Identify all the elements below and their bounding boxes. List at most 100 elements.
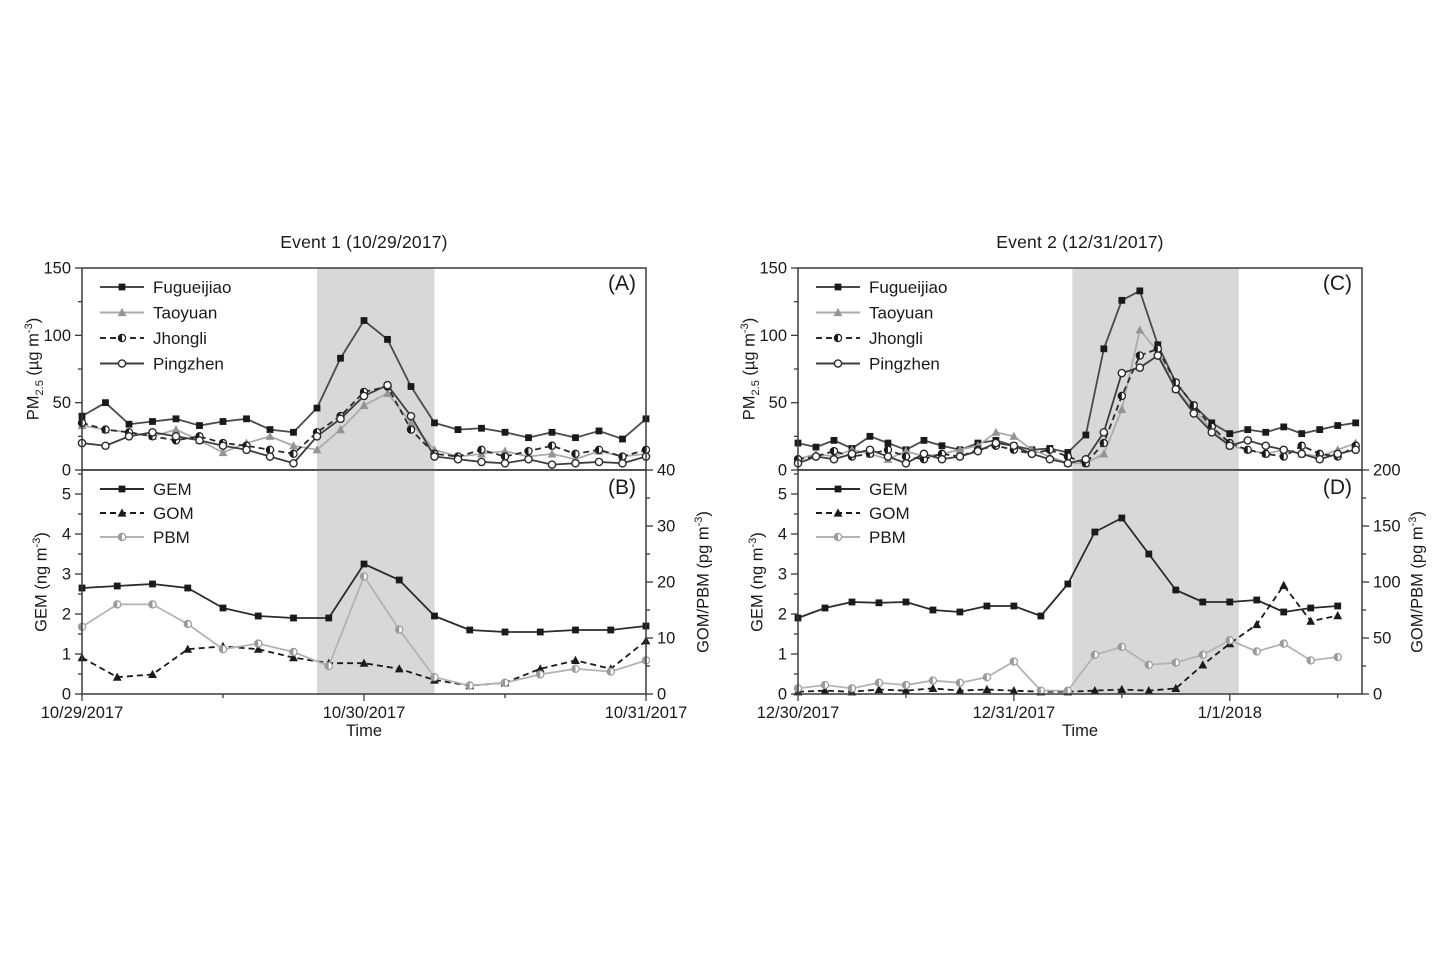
x-tick-label: 12/30/2017 bbox=[757, 704, 840, 722]
gom-pbm-axis-label-right: GOM/PBM (pg m-3) bbox=[1407, 511, 1427, 653]
y-tick-label: 150 bbox=[43, 260, 71, 278]
series-marker-fugueijiao bbox=[866, 432, 874, 440]
series-marker-gem bbox=[848, 598, 856, 606]
series-marker-gem bbox=[929, 606, 937, 614]
series-marker-fugueijiao bbox=[1082, 431, 1090, 439]
series-marker-taoyuan bbox=[218, 447, 228, 457]
series-marker-pbm bbox=[78, 623, 82, 631]
legend-label: Fugueijiao bbox=[869, 278, 947, 297]
series-marker-gom bbox=[394, 664, 404, 673]
series-marker-pingzhen bbox=[547, 460, 557, 469]
right-y-tick-label: 100 bbox=[1373, 574, 1401, 592]
event2-title: Event 2 (12/31/2017) bbox=[996, 232, 1164, 252]
series-pingzhen bbox=[77, 380, 651, 469]
series-marker-taoyuan bbox=[1009, 431, 1019, 440]
series-marker-gom bbox=[253, 644, 263, 653]
series-marker-fugueijiao bbox=[920, 436, 928, 444]
series-marker-gom bbox=[1279, 580, 1289, 589]
legend: GEM GOM PBM bbox=[816, 480, 910, 547]
y-tick-label: 5 bbox=[778, 486, 787, 504]
y-tick-label: 50 bbox=[769, 394, 787, 412]
series-marker-jhongli bbox=[477, 446, 482, 454]
series-marker-pingzhen bbox=[955, 452, 965, 461]
legend-label: Taoyuan bbox=[153, 304, 217, 323]
series-marker-jhongli bbox=[618, 452, 623, 461]
x-tick-label: 1/1/2018 bbox=[1198, 704, 1262, 722]
series-marker-pingzhen bbox=[1027, 449, 1037, 459]
series-marker-jhongli bbox=[1280, 452, 1284, 461]
series-marker-gem bbox=[254, 612, 262, 620]
y-tick-label: 3 bbox=[778, 566, 787, 584]
series-marker-jhongli bbox=[1136, 351, 1140, 360]
series-marker-fugueijiao bbox=[1226, 430, 1234, 438]
series-marker-gom bbox=[1144, 686, 1154, 695]
series-marker-fugueijiao bbox=[812, 443, 820, 451]
series-marker-jhongli bbox=[101, 426, 106, 434]
series-marker-taoyuan bbox=[547, 449, 557, 458]
series-marker-fugueijiao bbox=[102, 399, 109, 407]
series-marker-fugueijiao bbox=[525, 434, 532, 442]
series-marker-pingzhen bbox=[477, 457, 486, 467]
series-marker-pbm bbox=[1037, 687, 1041, 695]
series-marker-pbm bbox=[1172, 659, 1176, 667]
series-marker-pbm bbox=[1226, 636, 1230, 644]
right-y-tick-label: 40 bbox=[657, 462, 675, 480]
series-marker-gom bbox=[1252, 619, 1262, 629]
series-marker-gem bbox=[219, 604, 227, 612]
series-marker-fugueijiao bbox=[548, 428, 556, 436]
series-marker-fugueijiao bbox=[360, 317, 368, 324]
series-marker-gom bbox=[571, 655, 580, 664]
series-marker-gem bbox=[1334, 602, 1342, 610]
event-shaded-region bbox=[1072, 268, 1239, 470]
series-marker-gom bbox=[1306, 616, 1316, 625]
series-marker-pingzhen bbox=[1153, 351, 1163, 360]
series-marker-pingzhen bbox=[973, 446, 983, 456]
series-marker-pingzhen bbox=[811, 452, 821, 461]
y-tick-label: 0 bbox=[62, 686, 71, 704]
legend-item-jhongli: Jhongli bbox=[100, 329, 207, 348]
series-marker-pingzhen bbox=[195, 436, 204, 445]
legend-label: PBM bbox=[869, 528, 906, 547]
series-marker-gem bbox=[1064, 580, 1072, 588]
series-marker-pingzhen bbox=[406, 411, 416, 421]
series-marker-pbm bbox=[148, 600, 153, 608]
y-tick-label: 150 bbox=[759, 260, 787, 278]
series-marker-gem bbox=[821, 604, 829, 612]
y-tick-label: 0 bbox=[778, 462, 787, 480]
series-marker-pingzhen bbox=[1351, 445, 1361, 455]
series-marker-gom bbox=[112, 672, 122, 681]
series-marker-jhongli bbox=[1244, 446, 1248, 454]
series-marker-fugueijiao bbox=[830, 436, 838, 444]
series-marker-fugueijiao bbox=[619, 435, 626, 443]
panel-label-a: (A) bbox=[608, 272, 636, 295]
series-marker-jhongli bbox=[1064, 452, 1068, 461]
legend-label: GOM bbox=[869, 504, 910, 523]
series-marker-gem bbox=[956, 608, 964, 616]
series-marker-fugueijiao bbox=[501, 428, 509, 436]
series-marker-pingzhen bbox=[1045, 454, 1055, 464]
panel-label-c: (C) bbox=[1322, 272, 1352, 295]
series-marker-jhongli bbox=[1298, 442, 1302, 450]
series-marker-jhongli bbox=[595, 446, 599, 454]
series-marker-pbm bbox=[113, 600, 118, 608]
panel-label-d: (D) bbox=[1322, 476, 1352, 499]
series-marker-pbm bbox=[1064, 687, 1068, 695]
series-marker-pingzhen bbox=[991, 438, 1001, 448]
series-marker-pingzhen bbox=[618, 458, 627, 468]
series-marker-gom bbox=[1090, 686, 1100, 695]
series-marker-jhongli bbox=[830, 447, 834, 455]
series-marker-gem bbox=[1037, 612, 1045, 620]
series-marker-fugueijiao bbox=[266, 426, 274, 433]
x-tick-label: 10/29/2017 bbox=[41, 704, 124, 722]
series-marker-pingzhen bbox=[524, 454, 533, 464]
series-marker-taoyuan bbox=[265, 431, 275, 440]
y-tick-label: 5 bbox=[62, 486, 71, 504]
series-marker-fugueijiao bbox=[478, 424, 485, 432]
series-marker-pbm bbox=[1253, 647, 1257, 656]
series-marker-pbm bbox=[1145, 661, 1149, 669]
series-marker-pbm bbox=[1280, 640, 1284, 648]
time-axis-label-left: Time bbox=[345, 722, 383, 740]
series-marker-gem bbox=[325, 614, 333, 622]
axis-ticks bbox=[791, 267, 798, 471]
legend-marker-square bbox=[118, 485, 126, 493]
